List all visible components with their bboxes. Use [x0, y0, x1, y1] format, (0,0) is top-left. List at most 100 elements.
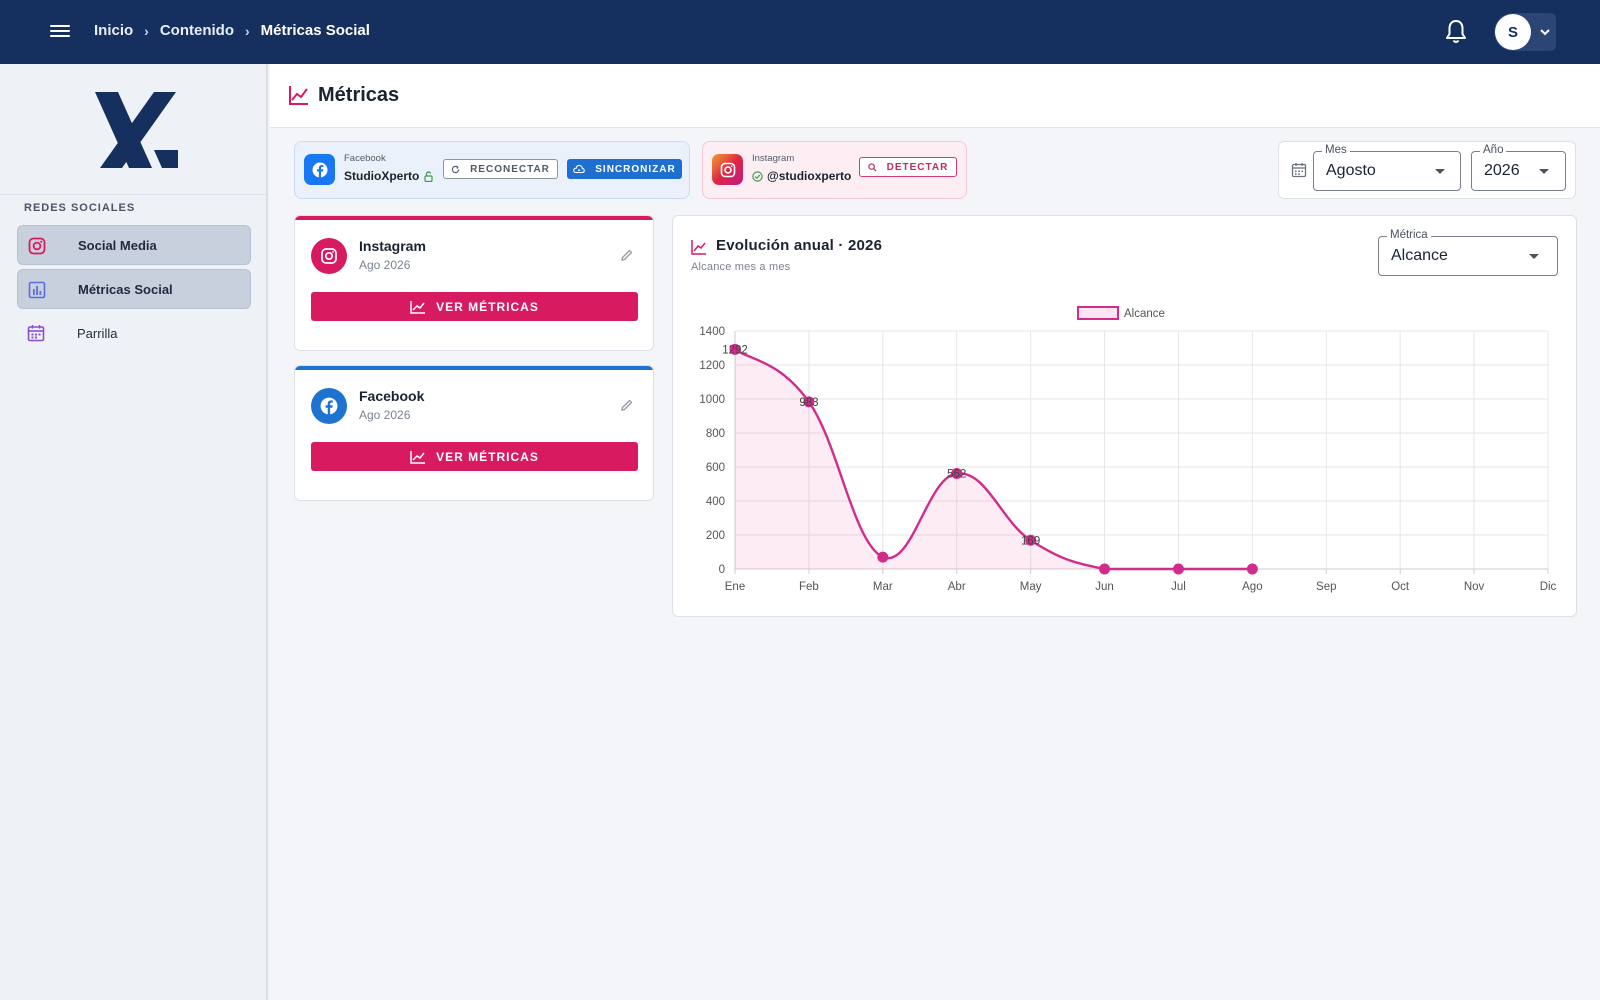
cloud-sync-icon [573, 164, 586, 174]
data-point [877, 551, 889, 563]
view-metrics-button[interactable]: VER MÉTRICAS [311, 442, 638, 471]
calendar-icon [27, 325, 45, 342]
data-label: 169 [1021, 535, 1040, 547]
chevron-down-icon[interactable] [1539, 26, 1551, 38]
menu-icon[interactable] [50, 22, 72, 42]
data-label: 1292 [722, 344, 748, 356]
y-tick-label: 800 [706, 428, 725, 440]
y-tick-label: 1400 [699, 326, 725, 338]
y-tick-label: 1200 [699, 360, 725, 372]
trending-icon [410, 450, 426, 464]
connection-account: @studioxperto [752, 169, 851, 183]
view-metrics-button[interactable]: VER MÉTRICAS [311, 292, 638, 321]
connection-network: Facebook [344, 153, 386, 164]
chart-subtitle: Alcance mes a mes [691, 261, 791, 273]
x-tick-label: Jul [1171, 581, 1186, 593]
data-point [1172, 563, 1184, 575]
x-tick-label: May [1020, 581, 1042, 593]
sidebar: REDES SOCIALES Social Media Métricas Soc… [0, 64, 268, 1000]
reconnect-button[interactable]: RECONECTAR [443, 159, 558, 179]
facebook-connection-card: Facebook StudioXperto RECONECTAR SINCRON… [294, 141, 690, 199]
sidebar-item-parrilla[interactable]: Parrilla [17, 313, 251, 353]
breadcrumb: Inicio › Contenido › Métricas Social [94, 22, 370, 39]
user-menu[interactable]: S [1494, 13, 1556, 51]
data-point [1099, 563, 1111, 575]
year-select-label: Año [1480, 144, 1507, 156]
card-accent-stripe [295, 216, 653, 220]
month-select-label: Mes [1322, 144, 1350, 156]
breadcrumb-inicio[interactable]: Inicio [94, 22, 134, 39]
facebook-logo-icon [304, 154, 335, 185]
brand-logo [95, 92, 178, 168]
month-select[interactable]: Mes Agosto [1313, 144, 1461, 191]
card-accent-stripe [295, 366, 653, 370]
line-chart: 0 200 400 600 800 1000 1200 1400 Ene Feb Mar Abr May… [699, 306, 1557, 593]
data-point [1246, 563, 1258, 575]
sidebar-section-title: REDES SOCIALES [24, 202, 136, 214]
sync-button[interactable]: SINCRONIZAR [567, 159, 682, 179]
refresh-icon [451, 165, 460, 173]
y-tick-label: 400 [706, 496, 725, 508]
metric-select[interactable]: Métrica Alcance [1378, 229, 1558, 276]
unlock-icon [424, 170, 433, 182]
card-period: Ago 2026 [359, 258, 411, 272]
sidebar-item-metricas-social[interactable]: Métricas Social [17, 269, 251, 309]
month-select-value: Agosto [1326, 162, 1376, 179]
instagram-connection-card: Instagram @studioxperto DETECTAR [702, 141, 967, 199]
x-tick-label: Nov [1464, 581, 1485, 593]
x-tick-label: Jun [1095, 581, 1114, 593]
account-name: StudioXperto [344, 169, 420, 183]
period-filter: Mes Agosto Año 2026 [1278, 141, 1576, 199]
card-network-name: Instagram [359, 238, 426, 254]
legend-label: Alcance [1124, 308, 1165, 320]
edit-icon[interactable] [620, 398, 634, 412]
avatar[interactable]: S [1495, 14, 1531, 50]
annual-evolution-card: Evolución anual · 2026 Alcance mes a mes… [672, 215, 1577, 617]
x-tick-label: Oct [1391, 581, 1410, 593]
chart-title: Evolución anual · 2026 [716, 237, 883, 254]
breadcrumb-contenido[interactable]: Contenido [159, 22, 234, 39]
trending-icon [289, 86, 308, 105]
data-point [803, 396, 815, 408]
trending-icon [691, 240, 706, 255]
detect-button[interactable]: DETECTAR [859, 157, 957, 177]
year-select[interactable]: Año 2026 [1471, 144, 1566, 191]
caret-down-icon [1435, 169, 1445, 174]
search-icon [867, 162, 877, 172]
data-label: 562 [947, 468, 966, 480]
calendar-icon [1291, 163, 1307, 178]
x-tick-label: Ago [1242, 581, 1262, 593]
edit-icon[interactable] [620, 248, 634, 262]
data-point [1025, 534, 1037, 546]
year-select-value: 2026 [1484, 162, 1520, 179]
check-circle-icon [752, 170, 763, 182]
caret-down-icon [1539, 169, 1549, 174]
x-tick-label: Ene [725, 581, 745, 593]
instagram-icon [28, 237, 46, 255]
bell-icon[interactable] [1444, 19, 1468, 45]
sidebar-item-label: Parrilla [77, 325, 118, 341]
y-tick-label: 600 [706, 462, 725, 474]
breadcrumb-current: Métricas Social [260, 22, 370, 39]
data-label: 983 [799, 397, 818, 409]
instagram-metrics-card: Instagram Ago 2026 VER MÉTRICAS [294, 215, 654, 351]
facebook-icon [311, 388, 347, 424]
x-tick-label: Feb [799, 581, 819, 593]
facebook-metrics-card: Facebook Ago 2026 VER MÉTRICAS [294, 365, 654, 501]
instagram-logo-icon [712, 154, 743, 185]
data-point [729, 343, 741, 355]
x-tick-label: Mar [873, 581, 893, 593]
legend-swatch [1077, 306, 1119, 320]
sidebar-item-social-media[interactable]: Social Media [17, 225, 251, 265]
trending-icon [410, 300, 426, 314]
sidebar-item-label: Métricas Social [78, 281, 173, 297]
y-tick-label: 0 [719, 564, 725, 576]
data-point [951, 467, 963, 479]
x-tick-label: Sep [1316, 581, 1336, 593]
chevron-right-icon: › [245, 22, 250, 39]
top-bar: Inicio › Contenido › Métricas Social S [0, 0, 1600, 64]
page-title: Métricas [318, 84, 400, 106]
connection-network: Instagram [752, 153, 795, 164]
connection-account: StudioXperto [344, 169, 434, 183]
chevron-right-icon: › [144, 22, 149, 39]
